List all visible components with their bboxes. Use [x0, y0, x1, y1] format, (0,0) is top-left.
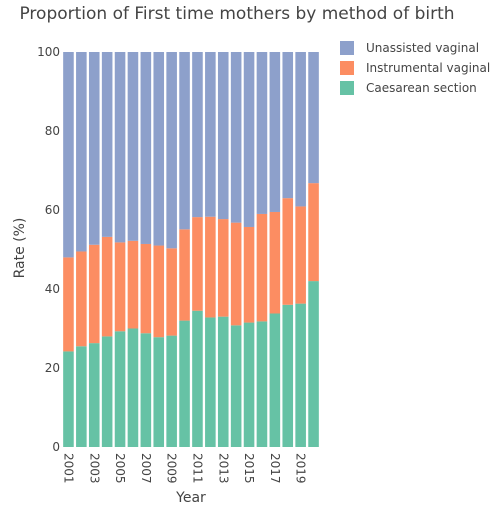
- bar-2004-caesarean-section: [101, 336, 113, 447]
- bar-2017-instrumental-vaginal: [269, 211, 281, 314]
- x-tick-label: 2001: [61, 453, 75, 484]
- bar-2006-unassisted-vaginal: [127, 52, 139, 241]
- bar-2008-caesarean-section: [153, 337, 165, 447]
- bar-2020-unassisted-vaginal: [308, 52, 319, 184]
- bar-2004-instrumental-vaginal: [101, 236, 113, 337]
- bar-2014-instrumental-vaginal: [230, 222, 242, 326]
- x-tick-label: 2011: [190, 453, 204, 484]
- bar-2017-caesarean-section: [269, 313, 281, 447]
- bar-2007-instrumental-vaginal: [140, 243, 152, 334]
- bar-2004-unassisted-vaginal: [101, 52, 113, 237]
- legend-swatch: [340, 61, 354, 75]
- y-tick-label: 80: [45, 124, 60, 138]
- y-axis: 0 20 40 60 80 100: [37, 45, 60, 454]
- bar-2002-unassisted-vaginal: [76, 52, 87, 252]
- bar-2010-caesarean-section: [179, 320, 190, 447]
- bar-2018-caesarean-section: [282, 304, 294, 447]
- bar-2001-unassisted-vaginal: [63, 52, 74, 258]
- bar-2003-caesarean-section: [88, 343, 100, 447]
- bar-2014-unassisted-vaginal: [230, 52, 242, 223]
- bar-2012-caesarean-section: [205, 317, 216, 447]
- bar-2009-caesarean-section: [166, 335, 177, 447]
- y-tick-label: 20: [45, 361, 60, 375]
- bar-2015-unassisted-vaginal: [243, 52, 255, 227]
- bars-group: [63, 52, 319, 447]
- bar-2009-instrumental-vaginal: [166, 248, 177, 336]
- bar-2002-caesarean-section: [76, 346, 87, 447]
- bar-2006-instrumental-vaginal: [127, 240, 139, 329]
- bar-2015-caesarean-section: [243, 322, 255, 447]
- legend-swatch: [340, 81, 354, 95]
- x-tick-label: 2013: [216, 453, 230, 484]
- legend-item[interactable]: Caesarean section: [340, 78, 490, 98]
- y-tick-label: 0: [52, 440, 60, 454]
- bar-2005-caesarean-section: [114, 331, 126, 447]
- bar-2008-unassisted-vaginal: [153, 52, 165, 246]
- bar-2009-unassisted-vaginal: [166, 52, 177, 249]
- legend: Unassisted vaginal Instrumental vaginal Ca…: [340, 38, 490, 98]
- x-tick-label: 2015: [242, 453, 256, 484]
- bar-2011-instrumental-vaginal: [192, 217, 203, 311]
- bar-2018-unassisted-vaginal: [282, 52, 294, 199]
- x-tick-label: 2003: [87, 453, 101, 484]
- bar-2013-caesarean-section: [217, 316, 229, 447]
- y-axis-title: Rate (%): [12, 218, 28, 279]
- bar-2016-caesarean-section: [256, 321, 268, 447]
- bar-2010-instrumental-vaginal: [179, 229, 190, 321]
- bar-2008-instrumental-vaginal: [153, 245, 165, 338]
- bar-2006-caesarean-section: [127, 328, 139, 447]
- bar-2007-caesarean-section: [140, 333, 152, 447]
- bar-2020-caesarean-section: [308, 281, 319, 447]
- bar-2016-unassisted-vaginal: [256, 52, 268, 214]
- x-tick-label: 2007: [139, 453, 153, 484]
- y-tick-label: 60: [45, 203, 60, 217]
- x-tick-label: 2017: [268, 453, 282, 484]
- chart-title: Proportion of First time mothers by meth…: [19, 4, 455, 24]
- bar-2010-unassisted-vaginal: [179, 52, 190, 230]
- x-tick-label: 2005: [113, 453, 127, 484]
- x-tick-label: 2009: [165, 453, 179, 484]
- bar-2003-unassisted-vaginal: [88, 52, 100, 245]
- bar-2013-instrumental-vaginal: [217, 219, 229, 317]
- bar-2019-instrumental-vaginal: [295, 206, 306, 304]
- legend-item[interactable]: Unassisted vaginal: [340, 38, 490, 58]
- bar-2012-instrumental-vaginal: [205, 216, 216, 318]
- legend-item[interactable]: Instrumental vaginal: [340, 58, 490, 78]
- bar-2012-unassisted-vaginal: [205, 52, 216, 217]
- legend-label: Instrumental vaginal: [366, 61, 491, 75]
- bar-2002-instrumental-vaginal: [76, 251, 87, 347]
- bar-2019-caesarean-section: [295, 303, 306, 447]
- bar-2014-caesarean-section: [230, 325, 242, 447]
- x-axis: 2001 2003 2005 2007 2009 2011 2013 2015 2017 2019: [61, 453, 307, 484]
- bar-2001-caesarean-section: [63, 351, 74, 447]
- bar-2020-instrumental-vaginal: [308, 183, 319, 282]
- bar-2013-unassisted-vaginal: [217, 52, 229, 220]
- x-tick-label: 2019: [294, 453, 308, 484]
- bar-2001-instrumental-vaginal: [63, 257, 74, 352]
- y-tick-label: 100: [37, 45, 60, 59]
- bar-2005-instrumental-vaginal: [114, 242, 126, 332]
- legend-label: Unassisted vaginal: [366, 41, 480, 55]
- x-axis-title: Year: [175, 490, 206, 506]
- legend-label: Caesarean section: [366, 81, 477, 95]
- bar-2011-caesarean-section: [192, 310, 203, 447]
- bar-2015-instrumental-vaginal: [243, 226, 255, 323]
- bar-2017-unassisted-vaginal: [269, 52, 281, 212]
- bar-2011-unassisted-vaginal: [192, 52, 203, 218]
- legend-swatch: [340, 41, 354, 55]
- bar-2019-unassisted-vaginal: [295, 52, 306, 207]
- bar-2018-instrumental-vaginal: [282, 198, 294, 305]
- y-tick-label: 40: [45, 282, 60, 296]
- bar-2007-unassisted-vaginal: [140, 52, 152, 244]
- bar-2016-instrumental-vaginal: [256, 213, 268, 322]
- bar-2005-unassisted-vaginal: [114, 52, 126, 243]
- bar-2003-instrumental-vaginal: [88, 244, 100, 344]
